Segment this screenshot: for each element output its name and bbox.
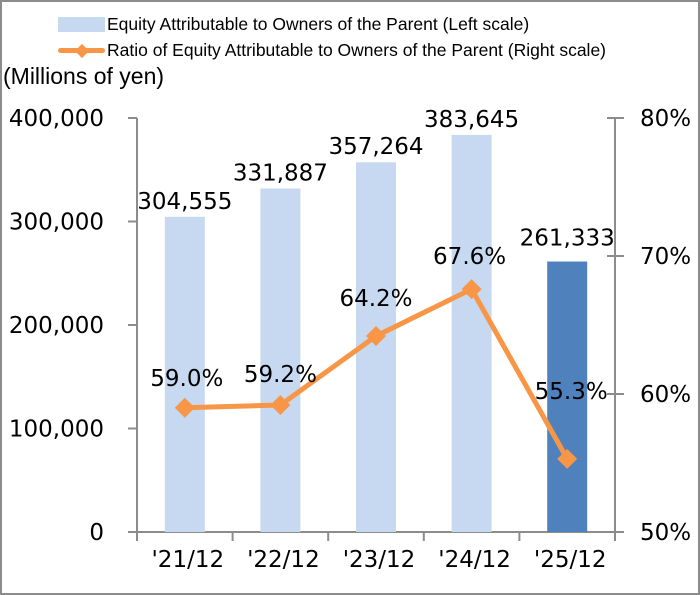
right-axis-tick-label: 80% — [640, 106, 691, 132]
ratio-value-label: 64.2% — [339, 286, 412, 312]
line-series-swatch — [58, 43, 105, 58]
right-axis-tick-label: 60% — [640, 382, 691, 408]
axis-unit-label: (Millions of yen) — [3, 63, 165, 89]
bar-2 — [260, 188, 301, 532]
bar-series — [164, 134, 588, 533]
bar-value-label: 357,264 — [328, 134, 423, 160]
bar-value-label: 304,555 — [137, 189, 232, 215]
left-axis-tick-label: 300,000 — [9, 210, 104, 236]
x-axis-label: '22/12 — [247, 547, 320, 573]
axis-tick-labels: 0 100,000 200,000 300,000 400,000 50% 60% 70% 80… — [9, 106, 691, 573]
right-axis-tick-label: 50% — [640, 520, 691, 546]
ratio-line-markers — [174, 279, 578, 469]
diamond-marker-icon — [461, 279, 482, 300]
left-axis-tick-label: 400,000 — [9, 106, 104, 132]
legend-label-ratio: Ratio of Equity Attributable to Owners o… — [107, 40, 606, 60]
ratio-value-label: 59.0% — [150, 366, 223, 392]
diamond-marker-icon — [557, 448, 578, 469]
legend-label-equity: Equity Attributable to Owners of the Par… — [107, 14, 530, 34]
diamond-marker-icon — [366, 326, 386, 347]
diamond-marker-icon — [270, 395, 291, 416]
x-axis-label: '21/12 — [151, 547, 224, 573]
bar-value-label: 383,645 — [424, 107, 519, 133]
ratio-value-label: 55.3% — [535, 379, 608, 405]
legend-item-equity-bars: Equity Attributable to Owners of the Par… — [58, 15, 606, 34]
left-axis-tick-label: 200,000 — [9, 313, 104, 339]
legend: Equity Attributable to Owners of the Par… — [58, 15, 606, 67]
ratio-value-label: 67.6% — [433, 244, 506, 270]
bar-value-label: 331,887 — [233, 160, 328, 186]
ratio-value-label: 59.2% — [244, 362, 317, 388]
x-axis-label: '25/12 — [534, 547, 607, 573]
left-axis-tick-label: 0 — [89, 520, 104, 546]
bar-4 — [451, 134, 492, 532]
diamond-marker-icon — [74, 43, 89, 58]
diamond-marker-icon — [174, 397, 195, 418]
bar-5 — [547, 261, 588, 532]
right-axis-tick-label: 70% — [640, 244, 691, 270]
x-axis-label: '24/12 — [438, 547, 511, 573]
bar-value-label: 261,333 — [520, 226, 615, 252]
legend-item-ratio-line: Ratio of Equity Attributable to Owners o… — [58, 41, 606, 60]
left-axis-tick-label: 100,000 — [9, 417, 104, 443]
bar-series-swatch — [58, 17, 105, 32]
x-axis-label: '23/12 — [343, 547, 416, 573]
bar-1 — [164, 216, 205, 532]
